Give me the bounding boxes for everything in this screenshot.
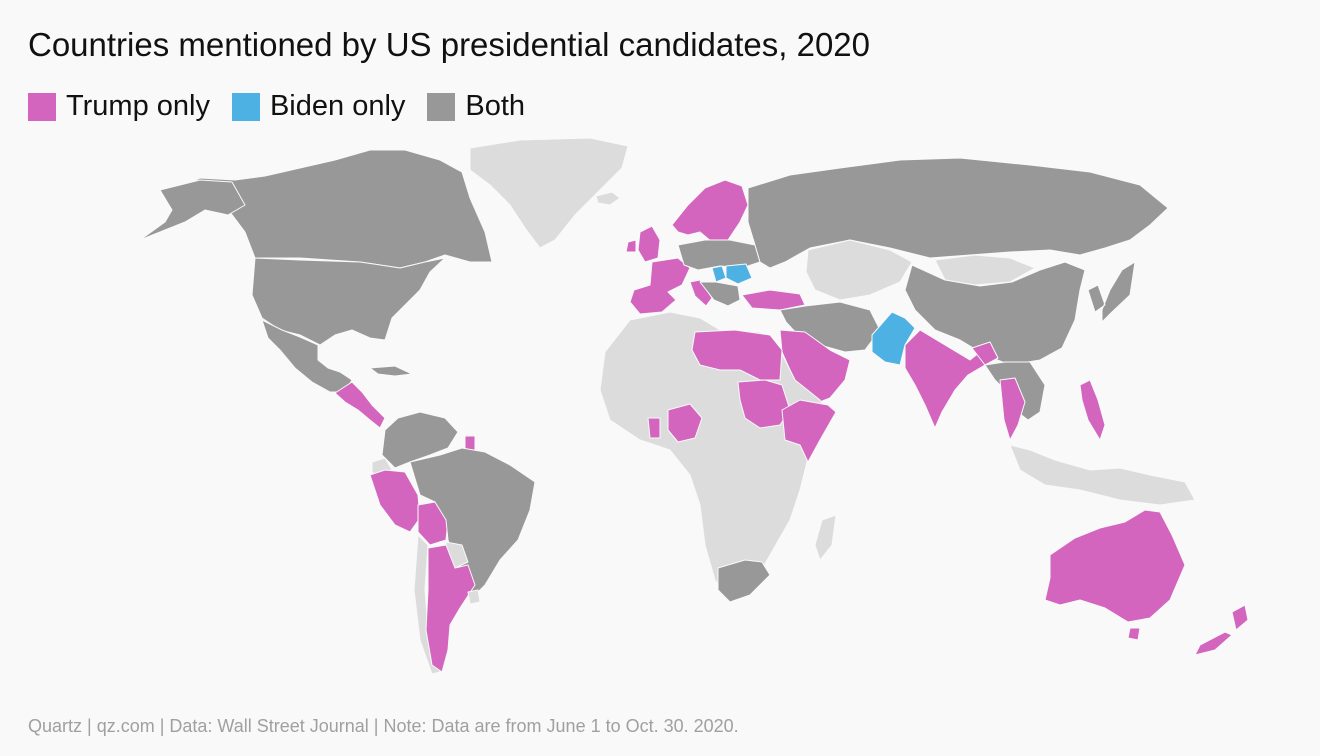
legend: Trump only Biden only Both bbox=[28, 90, 547, 123]
region-south-africa bbox=[717, 559, 771, 603]
region-cuba bbox=[369, 365, 413, 377]
region-alaska bbox=[139, 179, 246, 241]
legend-swatch-both bbox=[427, 92, 456, 121]
region-uruguay bbox=[467, 589, 481, 605]
region-bangladesh bbox=[971, 341, 999, 366]
legend-label-both: Both bbox=[465, 90, 526, 122]
region-madagascar bbox=[814, 514, 837, 561]
region-central-asia bbox=[805, 239, 913, 301]
region-new-zealand bbox=[1194, 604, 1249, 656]
legend-swatch-biden-only bbox=[231, 92, 260, 121]
region-balkans bbox=[699, 281, 741, 307]
region-australia bbox=[1044, 509, 1186, 623]
region-romania bbox=[725, 263, 753, 285]
region-uk bbox=[625, 225, 661, 263]
footer-source-note: Quartz | qz.com | Data: Wall Street Jour… bbox=[28, 716, 739, 736]
region-tasmania bbox=[1127, 627, 1141, 641]
region-greenland bbox=[469, 137, 629, 249]
region-ghana bbox=[647, 417, 661, 439]
region-guiana bbox=[464, 435, 476, 451]
region-china bbox=[904, 261, 1086, 366]
chart-title: Countries mentioned by US presidential c… bbox=[28, 26, 871, 63]
region-mexico bbox=[261, 319, 353, 393]
legend-label-biden-only: Biden only bbox=[269, 90, 406, 122]
legend-label-trump-only: Trump only bbox=[66, 90, 210, 122]
region-serbia bbox=[711, 265, 727, 283]
region-sudan bbox=[737, 379, 791, 429]
legend-swatch-trump-only bbox=[28, 92, 56, 121]
world-map bbox=[139, 137, 1249, 675]
region-chile bbox=[413, 534, 441, 675]
region-peru bbox=[369, 469, 421, 533]
legend-item-biden-only: Biden only bbox=[231, 90, 406, 123]
region-philippines bbox=[1079, 379, 1106, 441]
region-korea-japan bbox=[1087, 261, 1136, 323]
region-central-america bbox=[334, 381, 386, 429]
legend-item-trump-only: Trump only bbox=[28, 90, 210, 123]
legend-item-both: Both bbox=[427, 90, 525, 123]
region-thailand bbox=[999, 377, 1026, 441]
region-india bbox=[904, 329, 991, 429]
region-brazil bbox=[409, 447, 536, 601]
region-central-europe bbox=[677, 239, 761, 271]
region-nigeria bbox=[667, 403, 703, 443]
region-canada bbox=[164, 149, 493, 269]
region-turkey bbox=[741, 289, 806, 311]
region-scandinavia bbox=[671, 179, 749, 243]
region-horn-of-africa bbox=[781, 399, 837, 463]
region-iceland bbox=[595, 191, 621, 206]
region-argentina bbox=[425, 544, 476, 673]
region-indonesia bbox=[1009, 444, 1196, 506]
region-colombia-venezuela bbox=[381, 411, 459, 469]
